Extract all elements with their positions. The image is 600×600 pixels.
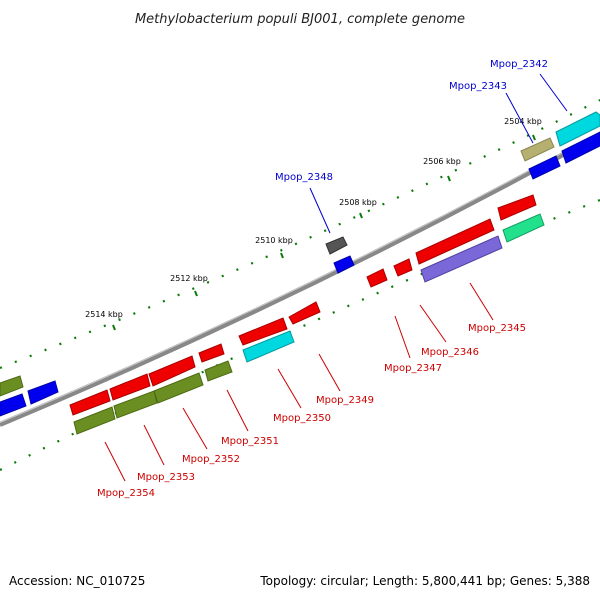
gene-blue-2342b <box>561 131 600 164</box>
genome-backbone <box>0 133 600 427</box>
gene-olive-2352 <box>153 372 204 404</box>
tick-label-2510: 2510 kbp <box>255 236 293 245</box>
accession-text: Accession: NC_010725 <box>9 574 145 588</box>
gene-mpop-2344 <box>497 194 537 221</box>
gene-mpop-2348 <box>325 236 348 255</box>
gene-mpop-2343 <box>520 137 555 162</box>
gene-label-mpop-2347: Mpop_2347 <box>384 363 442 374</box>
gene-mpop-2345 <box>415 218 495 265</box>
gene-left-blue-a <box>27 380 59 405</box>
gene-label-mpop-2350: Mpop_2350 <box>273 413 331 424</box>
tick-label-2504: 2504 kbp <box>504 117 542 126</box>
gene-mpop-2354-top <box>69 389 111 416</box>
gene-mpop-2350-top <box>238 317 288 346</box>
gene-label-mpop-2349: Mpop_2349 <box>316 395 374 406</box>
map-title: Methylobacterium populi BJ001, complete … <box>135 12 465 27</box>
label-leader-lines <box>104 73 568 482</box>
gene-mpop-2346 <box>393 258 413 277</box>
gene-left-olive <box>0 375 24 397</box>
gene-purple <box>420 235 503 283</box>
gene-label-mpop-2345: Mpop_2345 <box>468 323 526 334</box>
tick-label-2506: 2506 kbp <box>423 157 461 166</box>
gene-blue-2343b <box>528 155 561 180</box>
gene-label-mpop-2346: Mpop_2346 <box>421 347 479 358</box>
gene-label-mpop-2343: Mpop_2343 <box>449 81 507 92</box>
tick-label-2514: 2514 kbp <box>85 310 123 319</box>
gene-label-mpop-2354: Mpop_2354 <box>97 488 155 499</box>
kbp-tick-marks <box>112 134 536 331</box>
gene-cyan-2350 <box>242 330 295 363</box>
gene-label-mpop-2342: Mpop_2342 <box>490 59 548 70</box>
gene-mpop-2342 <box>555 111 600 147</box>
outer-strand-genes <box>0 111 600 416</box>
gene-label-mpop-2352: Mpop_2352 <box>182 454 240 465</box>
gene-mpop-2349 <box>288 301 321 325</box>
summary-text: Topology: circular; Length: 5,800,441 bp… <box>259 574 590 588</box>
gene-olive-2354 <box>73 406 116 435</box>
gene-mpop-2352-top <box>148 355 196 387</box>
gene-mpop-2351 <box>198 343 225 363</box>
inner-strand-genes <box>0 131 600 435</box>
gene-mpop-2353-top <box>109 373 151 401</box>
gene-blue-2348b <box>333 255 355 274</box>
gene-label-mpop-2353: Mpop_2353 <box>137 472 195 483</box>
gene-label-mpop-2351: Mpop_2351 <box>221 436 279 447</box>
gene-olive-2353 <box>113 390 158 419</box>
gene-mpop-2347 <box>366 268 388 288</box>
tick-label-2512: 2512 kbp <box>170 274 208 283</box>
tick-label-2508: 2508 kbp <box>339 198 377 207</box>
gene-olive-2351 <box>204 360 233 382</box>
gene-green <box>502 213 545 243</box>
gene-label-mpop-2348: Mpop_2348 <box>275 172 333 183</box>
gene-left-blue-b <box>0 393 27 417</box>
